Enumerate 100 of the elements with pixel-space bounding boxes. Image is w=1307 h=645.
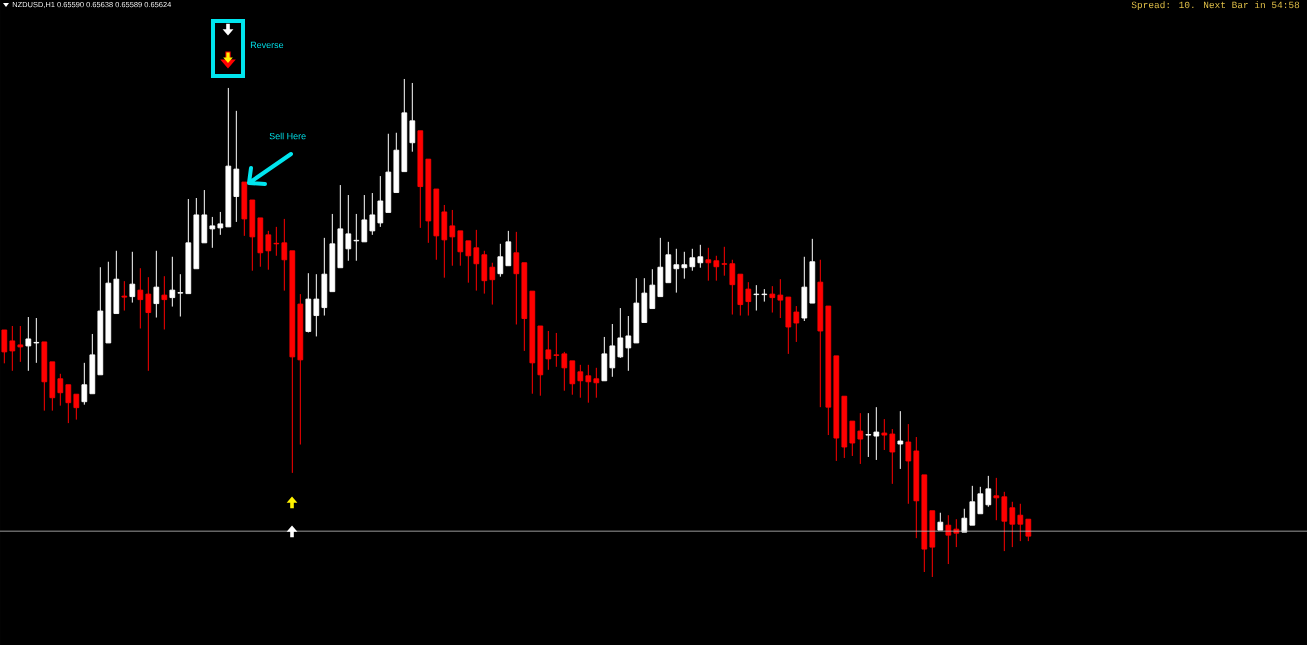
candlestick [257, 217, 264, 268]
candlestick [177, 273, 184, 318]
candlestick [745, 281, 752, 317]
candlestick [441, 204, 448, 279]
candlestick [121, 280, 128, 312]
candlestick [729, 259, 736, 316]
candlestick [849, 420, 856, 457]
candlestick [609, 323, 616, 378]
candlestick [385, 133, 392, 213]
candlestick [617, 307, 624, 358]
candlestick [393, 132, 400, 193]
candlestick [521, 262, 528, 352]
candlestick [753, 284, 760, 312]
candlestick [233, 110, 240, 223]
candlestick [137, 267, 144, 329]
candlestick [329, 213, 336, 293]
candlestick [377, 175, 384, 228]
candlestick [497, 243, 504, 278]
candlestick [833, 355, 840, 462]
candlestick [545, 330, 552, 371]
candlestick [65, 384, 72, 424]
text: Reverse [250, 41, 284, 49]
candlestick [465, 240, 472, 284]
candlestick [665, 241, 672, 284]
candlestick [905, 423, 912, 505]
candlestick [281, 218, 288, 292]
candlestick [57, 373, 64, 407]
candlestick [25, 316, 32, 372]
candlestick [785, 296, 792, 355]
candlestick [161, 275, 168, 330]
candlestick [9, 325, 16, 372]
candlestick [593, 367, 600, 399]
candlestick [97, 266, 104, 376]
candlestick [241, 181, 248, 237]
candlestick [361, 194, 368, 243]
candlestick [681, 251, 688, 280]
candlestick [737, 273, 744, 317]
candlestick [417, 130, 424, 229]
candlestick [961, 508, 968, 533]
candlestick [129, 251, 136, 304]
candlestick [705, 247, 712, 282]
candlestick [409, 82, 416, 153]
annotation: Sell Here [269, 132, 306, 140]
candlestick [249, 199, 256, 272]
candlestick [297, 293, 304, 446]
candlestick [825, 305, 832, 436]
candlestick [201, 189, 208, 244]
candlestick [305, 272, 312, 332]
candlestick [641, 277, 648, 323]
candlestick [769, 285, 776, 314]
candlestick [865, 412, 872, 458]
candlestick [673, 248, 680, 294]
candlestick [217, 211, 224, 236]
candlestick [585, 364, 592, 404]
candlestick [713, 255, 720, 282]
candlestick [481, 250, 488, 295]
candlestick [985, 475, 992, 508]
candlestick [761, 288, 768, 303]
candlestick [945, 514, 952, 565]
candlestick [801, 256, 808, 322]
candlestick [113, 250, 120, 314]
candlestick [793, 305, 800, 343]
candlestick [1001, 491, 1008, 552]
candlestick [505, 230, 512, 267]
candlestick [153, 250, 160, 319]
candlestick [913, 436, 920, 539]
candlestick [697, 244, 704, 269]
candlestick [265, 230, 272, 271]
candlestick [1025, 518, 1032, 542]
candlestick [145, 276, 152, 372]
candlestick [345, 194, 352, 262]
candlestick [633, 277, 640, 344]
candlestick [841, 395, 848, 459]
candlestick [321, 237, 328, 317]
text: Spread: 10. Next Bar in 54:58 [1131, 1, 1300, 11]
candlestick [929, 510, 936, 578]
candlestick [857, 412, 864, 465]
candlestick [81, 362, 88, 406]
candlestick [881, 418, 888, 451]
candlestick [313, 273, 320, 337]
candlestick [625, 315, 632, 372]
candlestick [17, 325, 24, 363]
candlestick [529, 290, 536, 395]
candlestick [777, 278, 784, 319]
candlestick [489, 262, 496, 306]
candlestick [457, 230, 464, 267]
candlestick [921, 474, 928, 573]
candlestick [401, 78, 408, 173]
candlestick [601, 336, 608, 382]
candlestick [577, 364, 584, 399]
candlestick [73, 393, 80, 421]
candlestick [1, 329, 8, 364]
candlestick [185, 198, 192, 295]
candlestick [513, 231, 520, 325]
candlestick [969, 485, 976, 526]
candlestick [561, 351, 568, 392]
candlestick [537, 325, 544, 397]
candlestick [689, 248, 696, 272]
candlestick [225, 87, 232, 228]
candlestick [873, 406, 880, 461]
